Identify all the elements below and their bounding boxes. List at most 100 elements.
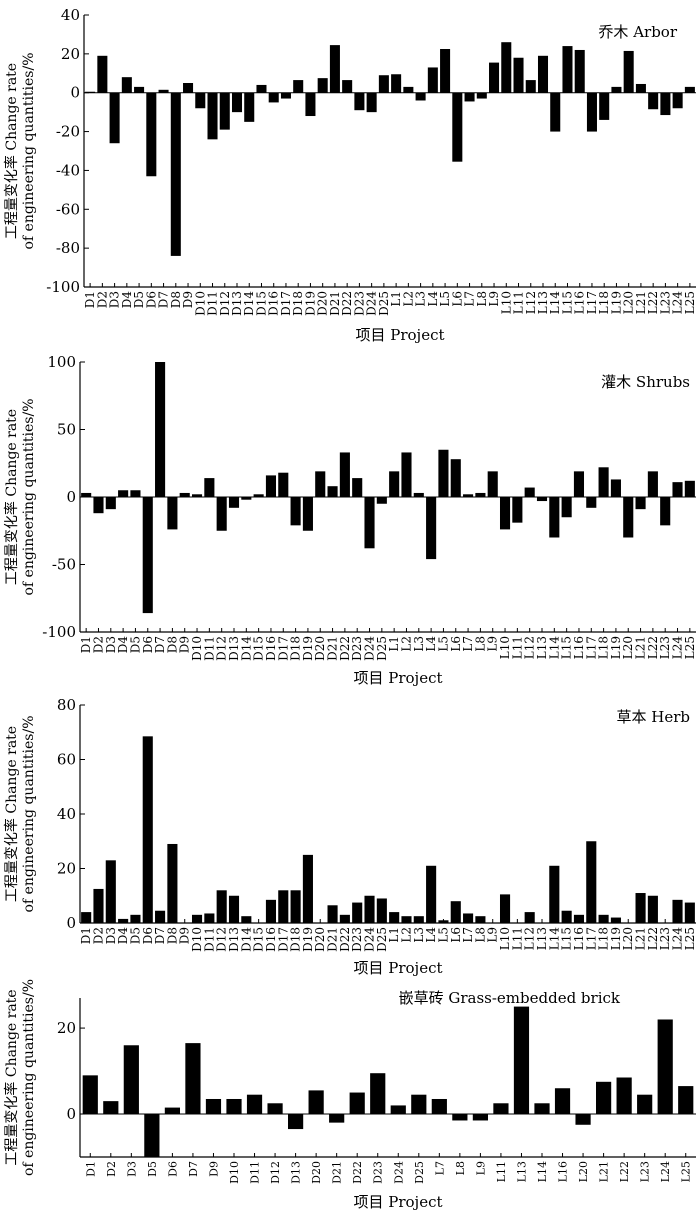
bar xyxy=(317,78,328,93)
bar xyxy=(366,92,377,113)
x-tick-label: L20 xyxy=(621,636,635,659)
bar xyxy=(265,475,277,497)
bar xyxy=(426,497,437,560)
bar xyxy=(575,1114,591,1125)
x-tick-label: L5 xyxy=(436,636,450,652)
x-tick-label: D23 xyxy=(350,927,364,952)
x-tick-label: D10 xyxy=(190,636,204,661)
x-tick-label: L6 xyxy=(449,927,463,943)
y-tick-label: 0 xyxy=(70,84,80,102)
chart-title: 草本 Herb xyxy=(617,708,691,726)
bar xyxy=(657,1019,673,1115)
x-tick-label: D6 xyxy=(141,927,155,944)
bar xyxy=(244,92,255,122)
x-tick-label: D1 xyxy=(83,291,97,308)
x-tick-label: D4 xyxy=(116,636,130,654)
bar xyxy=(524,912,535,923)
x-tick-label: D9 xyxy=(181,291,195,308)
x-tick-label: L2 xyxy=(399,927,413,943)
x-tick-label: D23 xyxy=(350,636,364,661)
bar xyxy=(390,1105,406,1115)
chart-3: 806040200D1D2D3D4D5D6D7D8D9D10D11D12D13D… xyxy=(3,696,697,977)
x-tick-label: D2 xyxy=(105,1161,118,1177)
bar xyxy=(472,1114,488,1121)
bar xyxy=(493,1103,509,1115)
bar xyxy=(475,492,486,497)
x-tick-label: L13 xyxy=(535,636,549,659)
bar xyxy=(463,494,474,497)
x-tick-label: D11 xyxy=(249,1161,262,1184)
x-tick-label: L22 xyxy=(646,291,660,314)
x-tick-label: D25 xyxy=(375,927,389,952)
chart-4: 20 0 D1 D2 D3 D5 D6 D7 D9 D10 D11 D12 D13 D20 D21 D22 D2… xyxy=(3,979,696,1211)
y-tick-label: 0 xyxy=(66,1105,76,1123)
y-axis-label-line1: 工程量变化率 Change rate xyxy=(3,63,20,239)
bar xyxy=(596,1081,612,1115)
bar xyxy=(290,497,301,526)
x-tick-label: D25 xyxy=(413,1161,426,1184)
bar xyxy=(305,92,316,117)
x-tick-label: D13 xyxy=(230,291,244,316)
bar xyxy=(660,497,671,526)
x-tick-label: L2 xyxy=(401,291,415,307)
x-tick-label: D21 xyxy=(326,636,340,661)
x-axis-label: 项目 Project xyxy=(355,326,444,344)
x-tick-label: D13 xyxy=(227,927,241,952)
bar xyxy=(349,1092,365,1115)
bar xyxy=(191,494,203,497)
bar xyxy=(537,55,549,93)
x-tick-label: L8 xyxy=(473,636,487,652)
bar xyxy=(241,497,252,500)
x-tick-label: L17 xyxy=(584,927,598,950)
x-tick-label: L6 xyxy=(450,291,464,307)
bar xyxy=(391,74,402,93)
x-tick-label: D3 xyxy=(125,1161,138,1177)
bar xyxy=(167,497,178,530)
bar xyxy=(660,92,671,116)
chart-title: 乔木 Arbor xyxy=(598,23,677,41)
bar xyxy=(191,914,203,923)
bar xyxy=(678,1086,694,1115)
x-tick-label: L21 xyxy=(634,927,648,950)
x-tick-label: L7 xyxy=(461,927,475,943)
bar xyxy=(561,497,572,518)
x-tick-label: L10 xyxy=(498,927,512,950)
bar xyxy=(268,92,279,103)
x-tick-label: L24 xyxy=(671,291,685,315)
x-tick-label: D3 xyxy=(104,927,118,944)
x-tick-label: D2 xyxy=(95,291,109,308)
bar xyxy=(278,472,289,497)
x-tick-label: L17 xyxy=(584,636,598,659)
x-tick-label: D22 xyxy=(338,636,352,661)
x-tick-label: D9 xyxy=(178,927,192,944)
x-tick-label: L2 xyxy=(399,636,413,652)
x-tick-label: L5 xyxy=(436,927,450,943)
bar xyxy=(586,841,597,923)
chart-title: 灌木 Shrubs xyxy=(601,373,690,391)
x-tick-label: D24 xyxy=(363,927,377,952)
bar xyxy=(415,92,426,101)
y-tick-label: -50 xyxy=(52,556,76,574)
x-tick-label: L21 xyxy=(634,636,648,659)
x-tick-label: D7 xyxy=(153,636,167,653)
bar xyxy=(130,490,141,497)
bar xyxy=(635,497,646,510)
x-tick-label: D4 xyxy=(120,291,134,309)
bar xyxy=(278,890,289,923)
bar xyxy=(487,471,498,497)
bar xyxy=(342,80,353,93)
bar xyxy=(463,913,474,923)
bar xyxy=(146,92,157,177)
bar xyxy=(476,92,487,99)
x-tick-label: L21 xyxy=(598,1161,611,1182)
x-tick-label: L7 xyxy=(433,1161,446,1175)
bar xyxy=(170,92,181,256)
bar xyxy=(413,492,424,497)
x-tick-label: D25 xyxy=(377,291,391,316)
bar xyxy=(216,890,227,923)
x-tick-label: D8 xyxy=(165,927,179,944)
x-tick-label: D24 xyxy=(365,291,379,316)
bar xyxy=(302,497,313,531)
x-tick-label: D25 xyxy=(375,636,389,661)
y-tick-label: -100 xyxy=(42,623,76,641)
